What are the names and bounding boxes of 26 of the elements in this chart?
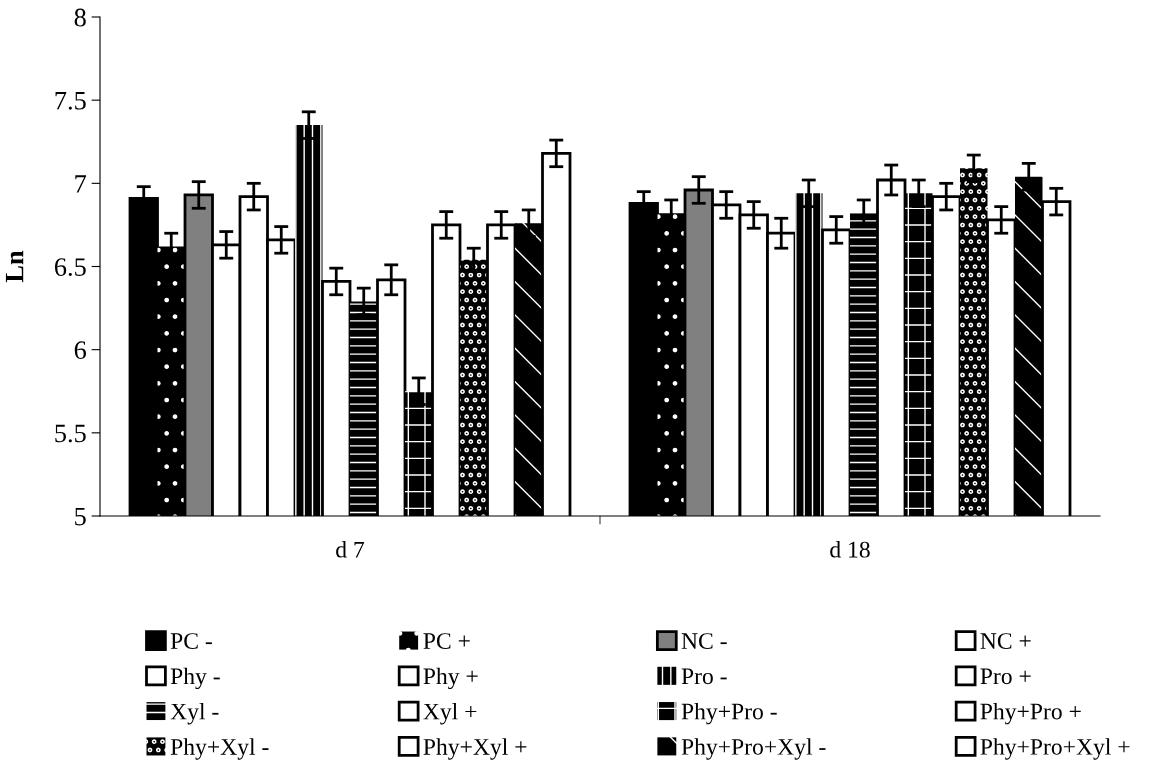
legend-label: Phy+Pro+Xyl + — [980, 738, 1130, 760]
legend-label: NC - — [681, 633, 727, 649]
y-tick-label: 5.5 — [55, 424, 86, 443]
legend-label: Pro - — [681, 668, 727, 685]
legend-label: Phy+Pro + — [980, 702, 1081, 725]
y-tick-label: 6 — [74, 341, 87, 360]
legend-label: Pro + — [980, 668, 1031, 685]
x-tick-label: d 7 — [336, 541, 365, 558]
legend-label: PC - — [170, 633, 212, 649]
legend-label: Xyl - — [170, 702, 219, 725]
legend-label: Phy + — [423, 667, 478, 690]
y-tick-label: 7.5 — [55, 92, 86, 110]
legend-label: Phy+Pro+Xyl - — [681, 738, 826, 760]
legend-label: Xyl + — [423, 702, 477, 725]
legend-label: NC + — [980, 633, 1031, 649]
legend-label: PC + — [423, 633, 470, 649]
legend-label: Phy+Xyl - — [170, 738, 269, 760]
y-axis-title: Ln — [5, 250, 24, 283]
y-tick-label: 6.5 — [54, 258, 86, 277]
x-tick-label: d 18 — [830, 541, 870, 558]
y-tick-label: 7 — [75, 175, 87, 193]
y-tick-label: 8 — [74, 8, 86, 27]
legend-label: Phy+Pro - — [681, 702, 777, 725]
y-tick-label: 5 — [75, 507, 86, 526]
legend-label: Phy - — [170, 667, 220, 690]
legend-label: Phy+Xyl + — [423, 738, 527, 760]
